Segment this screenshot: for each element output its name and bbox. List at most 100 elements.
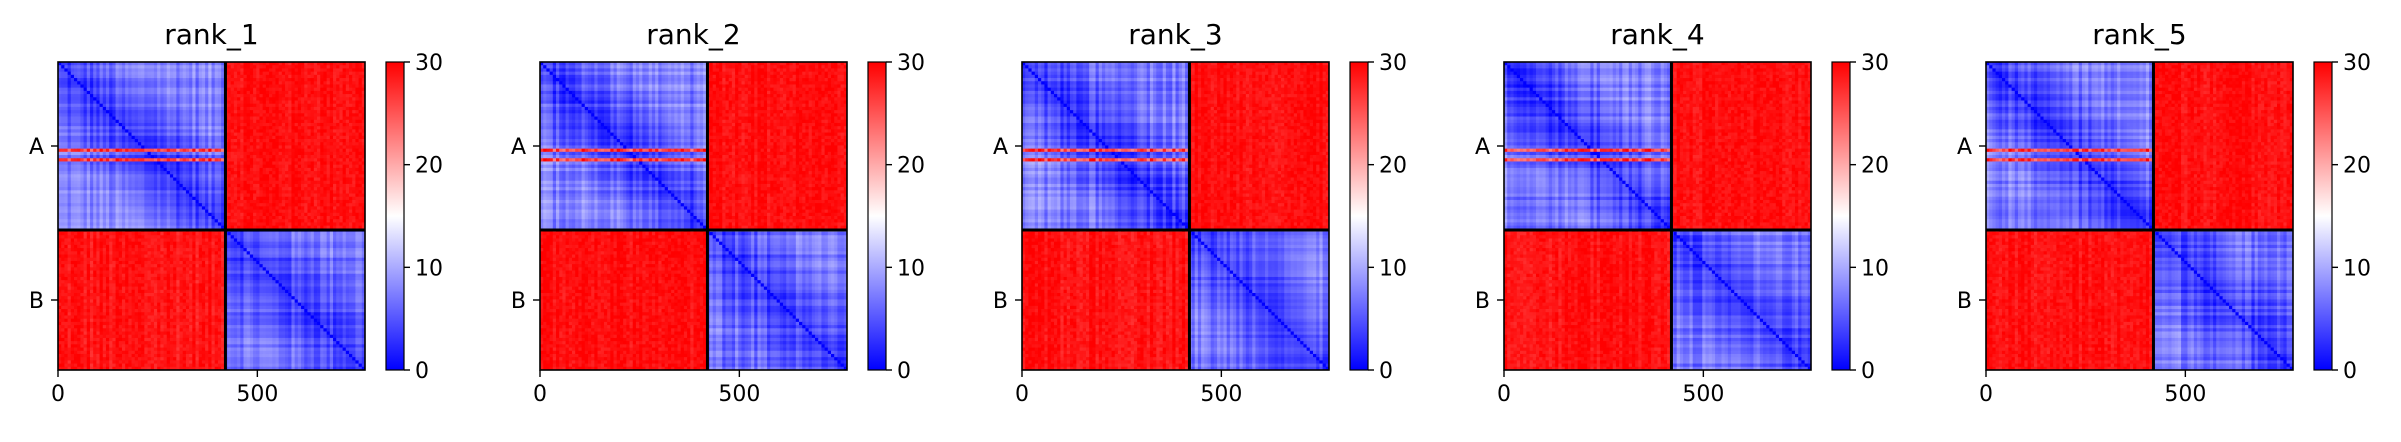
heatmap-cell (320, 123, 324, 127)
heatmap-cell (240, 75, 244, 79)
heatmap-cell (234, 149, 238, 153)
heatmap-cell (160, 145, 164, 149)
heatmap-cell (196, 145, 200, 149)
heatmap-cell (352, 113, 356, 117)
heatmap-cell (84, 129, 88, 133)
heatmap-cell (234, 203, 238, 207)
heatmap-cell (106, 171, 110, 175)
heatmap-cell (272, 107, 276, 111)
heatmap-cell (247, 65, 251, 69)
heatmap-cell (234, 88, 238, 92)
heatmap-cell (327, 161, 331, 165)
heatmap-cell (227, 178, 231, 182)
heatmap-cell (74, 213, 78, 217)
heatmap-cell (253, 120, 257, 124)
heatmap-cell (256, 142, 260, 146)
heatmap-cell (128, 68, 132, 72)
heatmap-cell (173, 97, 177, 101)
heatmap-cell (212, 206, 216, 210)
heatmap-cell (167, 161, 171, 165)
heatmap-cell (80, 117, 84, 121)
heatmap-cell (164, 68, 168, 72)
heatmap-cell (243, 120, 247, 124)
heatmap-cell (263, 161, 267, 165)
heatmap-cell (186, 197, 190, 201)
heatmap-cell (291, 168, 295, 172)
heatmap-cell (259, 107, 263, 111)
heatmap-cell (291, 81, 295, 85)
heatmap-cell (349, 171, 353, 175)
heatmap-cell (336, 107, 340, 111)
heatmap-cell (154, 107, 158, 111)
heatmap-cell (346, 107, 350, 111)
heatmap-cell (144, 110, 148, 114)
heatmap-cell (250, 152, 254, 156)
heatmap-cell (295, 203, 299, 207)
heatmap-cell (77, 129, 81, 133)
heatmap-cell (215, 161, 219, 165)
heatmap-cell (135, 200, 139, 204)
heatmap-cell (205, 145, 209, 149)
heatmap-cell (157, 84, 161, 88)
heatmap-cell (125, 91, 129, 95)
heatmap-cell (122, 158, 126, 162)
heatmap-cell (336, 174, 340, 178)
heatmap-cell (346, 181, 350, 185)
heatmap-cell (237, 126, 241, 130)
heatmap-cell (272, 184, 276, 188)
heatmap-cell (291, 84, 295, 88)
heatmap-cell (138, 222, 142, 226)
heatmap-cell (183, 216, 187, 220)
heatmap-cell (336, 165, 340, 169)
heatmap-cell (208, 110, 212, 114)
heatmap-cell (237, 117, 241, 121)
heatmap-cell (275, 123, 279, 127)
heatmap-cell (205, 91, 209, 95)
heatmap-cell (298, 178, 302, 182)
heatmap-cell (352, 107, 356, 111)
heatmap-cell (259, 168, 263, 172)
heatmap-cell (192, 97, 196, 101)
heatmap-cell (183, 126, 187, 130)
heatmap-cell (199, 194, 203, 198)
heatmap-cell (263, 181, 267, 185)
heatmap-cell (90, 187, 94, 191)
heatmap-cell (116, 68, 120, 72)
heatmap-cell (74, 78, 78, 82)
heatmap-cell (330, 129, 334, 133)
heatmap-cell (285, 152, 289, 156)
heatmap-cell (349, 110, 353, 114)
heatmap-cell (93, 155, 97, 159)
heatmap-cell (323, 174, 327, 178)
heatmap-cell (298, 110, 302, 114)
heatmap-cell (212, 149, 216, 153)
heatmap-cell (269, 107, 273, 111)
heatmap-cell (64, 152, 68, 156)
heatmap-cell (167, 171, 171, 175)
heatmap-cell (259, 200, 263, 204)
heatmap-cell (330, 168, 334, 172)
heatmap-cell (144, 216, 148, 220)
heatmap-cell (311, 161, 315, 165)
heatmap-cell (240, 139, 244, 143)
heatmap-cell (90, 110, 94, 114)
heatmap-cell (253, 149, 257, 153)
heatmap-cell (96, 181, 100, 185)
heatmap-cell (64, 184, 68, 188)
heatmap-cell (355, 107, 359, 111)
heatmap-cell (164, 126, 168, 130)
heatmap-cell (68, 123, 72, 127)
heatmap-cell (109, 155, 113, 159)
heatmap-cell (144, 117, 148, 121)
heatmap-cell (212, 129, 216, 133)
heatmap-cell (80, 91, 84, 95)
heatmap-cell (343, 113, 347, 117)
heatmap-cell (125, 203, 129, 207)
heatmap-cell (240, 145, 244, 149)
heatmap-cell (74, 72, 78, 76)
heatmap-cell (282, 203, 286, 207)
heatmap-cell (112, 113, 116, 117)
heatmap-cell (266, 68, 270, 72)
heatmap-cell (112, 152, 116, 156)
heatmap-cell (295, 165, 299, 169)
